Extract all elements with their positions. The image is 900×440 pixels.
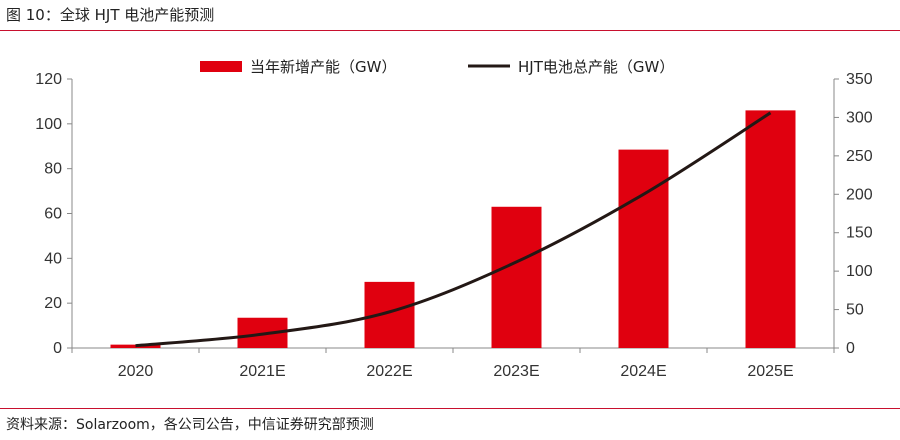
right-axis-tick-label: 350: [846, 71, 873, 88]
right-axis-tick-label: 0: [846, 340, 855, 357]
bar: [745, 110, 796, 348]
x-axis-tick-label: 2020: [118, 363, 154, 380]
left-axis-tick-label: 80: [44, 161, 62, 178]
right-axis-tick-label: 300: [846, 109, 873, 126]
left-axis-tick-label: 20: [44, 295, 62, 312]
legend-bar-swatch: [200, 61, 242, 72]
series-line: [135, 111, 772, 348]
x-axis-tick-label: 2025E: [747, 363, 793, 380]
x-axis-tick-label: 2024E: [620, 363, 666, 380]
left-axis-tick-label: 100: [35, 116, 62, 133]
bar: [110, 344, 161, 348]
x-axis-tick-label: 2023E: [493, 363, 539, 380]
right-axis-tick-label: 250: [846, 148, 873, 165]
x-axis: 2020 2021E 2022E 2023E 2024E 2025E: [71, 347, 835, 380]
right-axis-tick-label: 50: [846, 302, 864, 319]
right-axis-tick-label: 200: [846, 186, 873, 203]
x-axis-tick-label: 2021E: [239, 363, 285, 380]
bar: [491, 206, 542, 348]
right-axis-tick-label: 150: [846, 225, 873, 242]
x-axis-tick-label: 2022E: [366, 363, 412, 380]
bottom-divider: [0, 408, 900, 409]
figure-source: 资料来源：Solarzoom，各公司公告，中信证券研究部预测: [6, 417, 374, 433]
top-divider: [0, 30, 900, 31]
right-y-axis: 0 50 100 150 200 250 300 350: [833, 71, 873, 357]
figure-title: 图 10：全球 HJT 电池产能预测: [6, 6, 215, 24]
bar-series: [110, 110, 796, 348]
line-series: [135, 111, 772, 348]
right-axis-tick-label: 100: [846, 263, 873, 280]
left-axis-tick-label: 120: [35, 71, 62, 88]
bar: [618, 149, 669, 348]
legend-bar-label: 当年新增产能（GW）: [250, 58, 396, 76]
legend: 当年新增产能（GW） HJT电池总产能（GW）: [200, 58, 674, 76]
left-axis-tick-label: 60: [44, 206, 62, 223]
left-axis-tick-label: 40: [44, 250, 62, 267]
left-axis-tick-label: 0: [53, 340, 62, 357]
legend-line-label: HJT电池总产能（GW）: [518, 58, 674, 76]
left-y-axis: 0 20 40 60 80 100 120: [35, 71, 73, 357]
